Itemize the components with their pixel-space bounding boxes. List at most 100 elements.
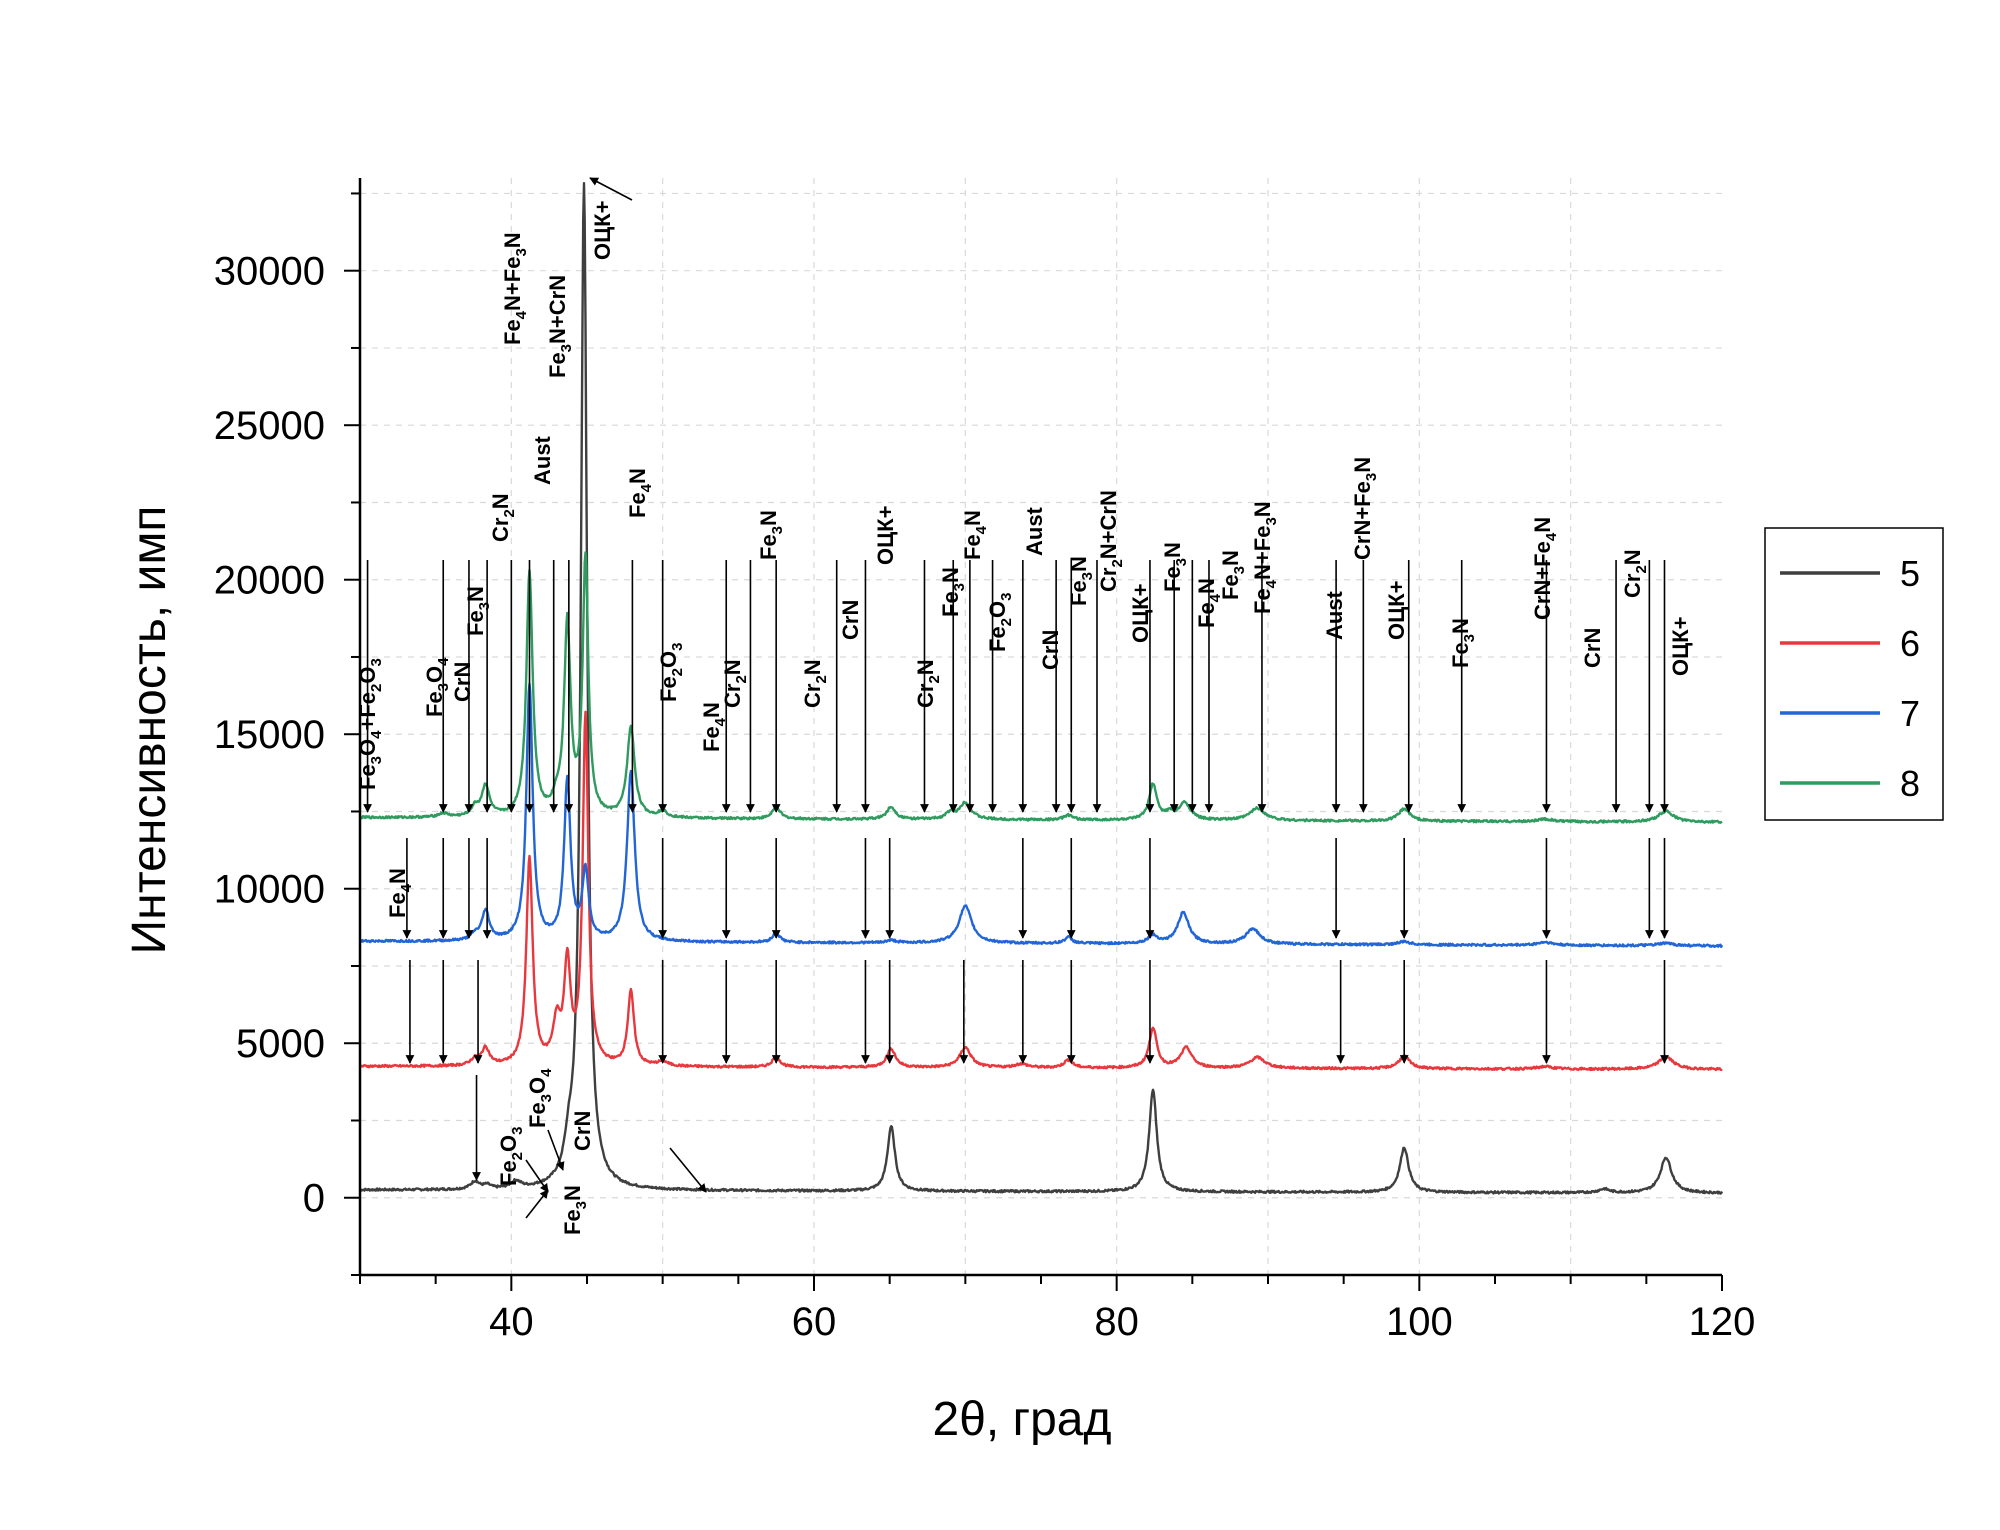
annotation-label: Cr2​N bbox=[488, 493, 518, 542]
annotation-text: Fe bbox=[385, 892, 410, 918]
annotation-label: Fe4​N bbox=[625, 468, 655, 518]
annotation-text: Cr bbox=[1096, 567, 1121, 592]
annotation-subscript: 2 bbox=[509, 1152, 526, 1160]
y-tick-label: 0 bbox=[303, 1177, 325, 1221]
axes: 40 60 80 100 120 0 5000 10000 15000 20000 25000 300… bbox=[214, 178, 1755, 1344]
annotation-label: Fe3​N bbox=[1160, 542, 1190, 592]
annotation-subscript: 3 bbox=[1263, 517, 1280, 525]
annotation-label: ОЦК+ bbox=[1128, 584, 1153, 643]
annotation-text: N bbox=[1350, 457, 1375, 473]
annotation-text: Fe bbox=[699, 726, 724, 752]
annotation-text: CrN bbox=[1038, 630, 1063, 670]
annotation-label: Fe4​N bbox=[385, 868, 415, 918]
annotation-label: Fe2​O3​ bbox=[496, 1127, 526, 1187]
annotation-subscript: 3 bbox=[998, 593, 1015, 601]
legend: 5 6 7 8 bbox=[1764, 527, 1944, 821]
annotation-text: Fe bbox=[545, 352, 570, 378]
annotation-text: N bbox=[500, 232, 525, 248]
annotation-label: CrN bbox=[1038, 630, 1063, 670]
annotation-subscript: 4 bbox=[1207, 593, 1224, 602]
annotation-subscript: 3 bbox=[368, 658, 385, 666]
annotation-subscript: 2 bbox=[501, 509, 518, 517]
annotation-subscript: 4 bbox=[1543, 532, 1560, 541]
annotation-label: Fe4​N+Fe3​N bbox=[500, 232, 530, 345]
annotation-text: N bbox=[1160, 542, 1185, 558]
annotation-label: Fe3​N bbox=[1448, 618, 1478, 668]
annotation-text: CrN bbox=[838, 600, 863, 640]
annotation-label: Fe4​N bbox=[699, 702, 729, 752]
annotation-text: N bbox=[463, 586, 488, 602]
y-tick-label: 25000 bbox=[214, 404, 325, 448]
annotation-subscript: 3 bbox=[513, 248, 530, 256]
annotation-label: Cr2​N bbox=[720, 659, 750, 708]
annotation-subscript: 3 bbox=[476, 602, 493, 610]
annotation-label: Fe3​N bbox=[756, 510, 786, 560]
legend-label: 8 bbox=[1900, 763, 1920, 804]
annotation-text: O bbox=[496, 1135, 521, 1152]
annotation-text: Aust bbox=[1322, 590, 1347, 640]
annotation-subscript: 2 bbox=[813, 675, 830, 683]
annotation-text: N bbox=[560, 1185, 585, 1201]
annotation-subscript: 4 bbox=[973, 525, 990, 534]
annotation-subscript: 4 bbox=[368, 730, 385, 739]
annotation-label: CrN bbox=[838, 600, 863, 640]
annotation-text: Fe bbox=[500, 319, 525, 345]
annotation-text: N bbox=[1530, 517, 1555, 533]
peak-arrow-slanted bbox=[547, 1129, 565, 1171]
annotation-label: ОЦК+ bbox=[1668, 617, 1693, 676]
peak-arrow-slanted bbox=[669, 1147, 707, 1193]
annotation-subscript: 3 bbox=[509, 1127, 526, 1135]
annotation-subscript: 4 bbox=[435, 657, 452, 666]
annotation-label: Fe3​O4​ bbox=[422, 657, 452, 717]
y-tick-label: 5000 bbox=[236, 1022, 325, 1066]
annotation-text: N bbox=[488, 493, 513, 509]
peak-arrow-slanted bbox=[525, 1189, 549, 1219]
annotation-subscript: 3 bbox=[538, 1094, 555, 1102]
annotation-text: N bbox=[699, 702, 724, 718]
annotation-text: O bbox=[985, 601, 1010, 618]
annotation-text: Fe bbox=[1194, 602, 1219, 628]
annotation-text: Cr bbox=[1620, 573, 1645, 598]
annotation-text: Aust bbox=[1022, 506, 1047, 556]
annotation-subscript: 3 bbox=[1173, 558, 1190, 566]
annotation-label: CrN+Fe3​N bbox=[1350, 457, 1380, 560]
annotation-text: N bbox=[1250, 501, 1275, 517]
annotation-label: Aust bbox=[1022, 506, 1047, 556]
annotation-label: Cr2​N+CrN bbox=[1096, 490, 1126, 592]
annotation-text: CrN bbox=[1580, 628, 1605, 668]
annotation-text: Fe bbox=[560, 1209, 585, 1235]
annotation-text: CrN+Fe bbox=[1350, 481, 1375, 560]
annotation-text: Cr bbox=[913, 683, 938, 708]
annotation-text: N bbox=[625, 468, 650, 484]
annotation-text: O bbox=[656, 651, 681, 668]
annotation-text: Cr bbox=[720, 683, 745, 708]
x-tick-label: 60 bbox=[792, 1300, 837, 1344]
legend-box bbox=[1764, 527, 1944, 821]
annotation-label: Fe2​O3​ bbox=[985, 593, 1015, 653]
annotation-subscript: 2 bbox=[1633, 565, 1650, 573]
annotation-text: N bbox=[960, 510, 985, 526]
annotation-label: Aust bbox=[1322, 590, 1347, 640]
annotation-label: Fe3​N bbox=[1066, 556, 1096, 606]
annotation-label: Cr2​N bbox=[800, 659, 830, 708]
annotation-subscript: 2 bbox=[733, 675, 750, 683]
annotation-text: Fe bbox=[463, 610, 488, 636]
legend-label: 6 bbox=[1900, 623, 1920, 664]
annotation-text: Fe bbox=[1066, 580, 1091, 606]
legend-label: 7 bbox=[1900, 693, 1920, 734]
annotation-text: N bbox=[1066, 556, 1091, 572]
annotation-text: N bbox=[913, 659, 938, 675]
annotation-label: Fe3​N bbox=[938, 567, 968, 617]
annotation-label: Fe3​N+CrN bbox=[545, 275, 575, 378]
annotation-subscript: 4 bbox=[1263, 579, 1280, 588]
annotation-label: Fe4​N+Fe3​N bbox=[1250, 501, 1280, 614]
x-tick-label: 80 bbox=[1094, 1300, 1139, 1344]
annotation-text: Fe bbox=[1250, 588, 1275, 614]
annotation-text: N bbox=[1620, 549, 1645, 565]
annotation-text: Cr bbox=[488, 517, 513, 542]
annotation-label: Fe3​N bbox=[1218, 550, 1248, 600]
annotation-text: Fe bbox=[656, 676, 681, 702]
series-layer bbox=[358, 182, 1724, 1195]
annotation-text: Fe bbox=[756, 534, 781, 560]
